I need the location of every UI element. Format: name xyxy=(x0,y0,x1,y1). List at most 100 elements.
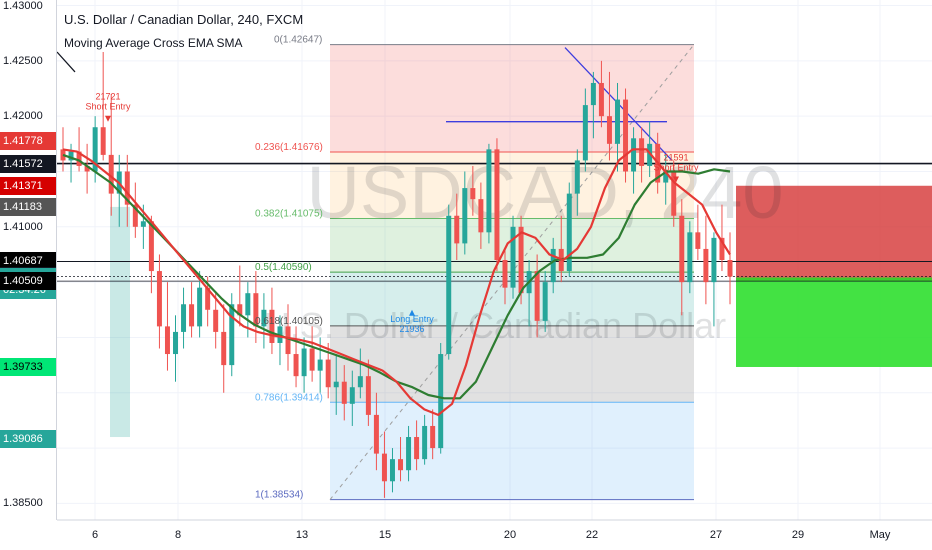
candle-body xyxy=(205,287,211,310)
candle-body xyxy=(502,260,508,288)
price-tick-label: 1.38500 xyxy=(3,497,43,510)
candle-body xyxy=(647,143,653,166)
candle-body xyxy=(414,437,420,460)
take-profit-zone xyxy=(736,277,932,367)
price-tick-label: 1.42000 xyxy=(3,110,43,123)
price-badge: 1.40687 xyxy=(0,252,56,271)
annotation-label: Short Entry xyxy=(653,163,699,173)
candle-body xyxy=(542,282,548,321)
price-axis[interactable]: 1.43000 1.42500 1.42000 1.41000 1.38500 1.417… xyxy=(0,0,57,520)
time-axis: 6 8 13 15 20 22 27 29 May xyxy=(57,519,932,541)
candle-body xyxy=(373,414,379,454)
candle-body xyxy=(470,188,476,200)
ema-line xyxy=(62,148,731,416)
moving-averages xyxy=(62,148,731,416)
risk-reward-zones xyxy=(110,185,932,438)
candle-body xyxy=(679,215,685,283)
annotation-value: 21936 xyxy=(399,324,424,334)
watermark-symbol: USDCAD, 240 xyxy=(306,151,783,234)
candle-body xyxy=(108,154,114,194)
candle-body xyxy=(293,354,299,377)
fib-level-label: 0.382(1.41075) xyxy=(255,209,323,220)
time-axis-label: 6 xyxy=(92,529,98,541)
candle-body xyxy=(148,221,154,272)
candle-body xyxy=(486,149,492,233)
candle-body xyxy=(687,232,693,283)
candle-body xyxy=(711,237,717,283)
candle-body xyxy=(381,453,387,482)
candle-body xyxy=(695,232,701,249)
candle-body xyxy=(615,99,620,144)
indicator-label: Moving Average Cross EMA SMA xyxy=(64,36,243,50)
price-badge: 1.41778 xyxy=(0,131,56,150)
candle-body xyxy=(197,287,203,327)
fib-level-label: 0.236(1.41676) xyxy=(255,142,323,153)
time-axis-label: 22 xyxy=(586,529,598,541)
candle-body xyxy=(550,248,556,283)
candle-body xyxy=(237,304,243,316)
time-axis-label: 13 xyxy=(296,529,308,541)
candle-body xyxy=(253,293,259,327)
candle-body xyxy=(454,215,460,244)
candle-body xyxy=(164,326,170,355)
candle-body xyxy=(229,304,235,366)
fib-zone xyxy=(330,402,694,500)
candles xyxy=(60,52,733,498)
candle-body xyxy=(140,221,146,227)
candle-body xyxy=(124,171,130,205)
candle-body xyxy=(430,425,436,449)
candle-body xyxy=(173,331,178,355)
price-badge: 1.40509 xyxy=(0,272,56,291)
time-axis-label: May xyxy=(870,529,891,541)
candle-body xyxy=(582,105,588,161)
candle-body xyxy=(357,376,363,388)
fib-zone xyxy=(330,44,694,153)
candle-body xyxy=(245,293,251,316)
candle-body xyxy=(639,138,645,166)
candle-body xyxy=(406,437,412,471)
candle-body xyxy=(566,193,572,272)
time-axis-label: 27 xyxy=(710,529,722,541)
chart-title: U.S. Dollar / Canadian Dollar, 240, FXCM xyxy=(64,12,304,27)
candle-body xyxy=(671,171,677,216)
annotation-label: Long Entry xyxy=(390,314,434,324)
watermark: USDCAD, 240 U.S. Dollar / Canadian Dolla… xyxy=(264,151,784,346)
fib-level-label: 1(1.38534) xyxy=(255,490,303,501)
fib-zone xyxy=(330,325,694,403)
candle-body xyxy=(132,204,138,227)
candle-body xyxy=(598,82,604,117)
candle-body xyxy=(631,138,637,172)
candle-body xyxy=(510,226,516,288)
candle-body xyxy=(181,304,187,332)
price-tick-label: 1.43000 xyxy=(3,0,43,12)
fib-level-label: 0(1.42647) xyxy=(274,35,322,46)
candle-body xyxy=(518,226,524,294)
candle-body xyxy=(389,459,395,482)
stop-loss-zone xyxy=(736,185,932,282)
candle-body xyxy=(462,188,468,244)
candle-body xyxy=(398,459,404,471)
candle-body xyxy=(349,387,355,404)
candle-body xyxy=(60,149,66,161)
candle-body xyxy=(100,127,106,155)
annotation-value: 21591 xyxy=(663,153,688,163)
candle-body xyxy=(494,149,500,260)
time-axis-label: 8 xyxy=(175,529,181,541)
candle-body xyxy=(309,348,315,371)
fib-level-label: 0.786(1.39414) xyxy=(255,392,323,403)
fib-level-label: 0.5(1.40590) xyxy=(255,262,312,273)
annotation-label: Short Entry xyxy=(85,102,131,112)
candle-body xyxy=(663,171,669,183)
candle-body xyxy=(703,248,709,283)
candle-body xyxy=(606,116,612,144)
candle-body xyxy=(478,199,484,233)
price-badge: 1.39733 xyxy=(0,357,56,376)
candle-body xyxy=(574,160,580,194)
candle-body xyxy=(92,127,98,172)
price-tick-label: 1.42500 xyxy=(3,54,43,67)
candle-body xyxy=(623,99,629,172)
